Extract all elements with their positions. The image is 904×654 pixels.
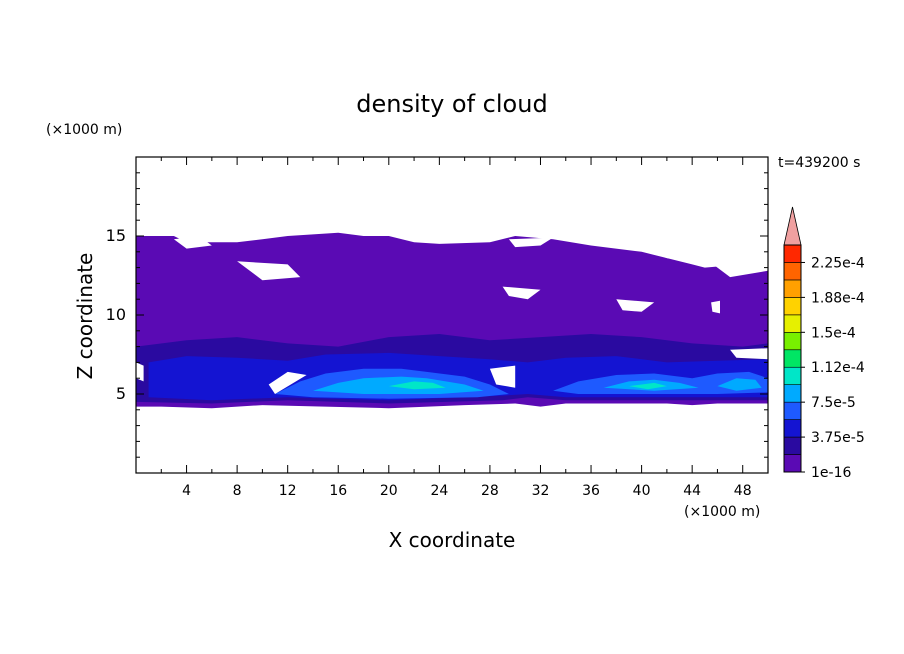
clear-air-gap-0 xyxy=(173,236,212,249)
x-tick-label: 24 xyxy=(430,483,448,499)
y-unit-label: (×1000 m) xyxy=(46,122,122,138)
contour-region-9 xyxy=(629,382,667,390)
clear-air-gap-9 xyxy=(268,371,307,394)
x-tick-label: 48 xyxy=(734,483,752,499)
colorbar-label: 1.12e-4 xyxy=(811,360,865,376)
colorbar-band-0 xyxy=(783,454,802,473)
x-tick-label: 8 xyxy=(233,483,242,499)
clear-air-gap-4 xyxy=(237,261,301,281)
colorbar-label: 1.88e-4 xyxy=(811,290,865,306)
colorbar-label: 2.25e-4 xyxy=(811,255,865,271)
x-tick-label: 40 xyxy=(633,483,651,499)
chart-title: density of cloud xyxy=(356,90,547,118)
colorbar-band-4 xyxy=(783,384,802,403)
colorbar-band-8 xyxy=(783,314,802,333)
contour-region-8 xyxy=(388,381,446,390)
colorbar-label: 3.75e-5 xyxy=(811,430,865,446)
colorbar-band-10 xyxy=(783,279,802,298)
colorbar-frame xyxy=(783,244,802,473)
plot-frame xyxy=(135,156,769,474)
x-unit-label: (×1000 m) xyxy=(684,504,760,520)
x-tick-label: 4 xyxy=(182,483,191,499)
y-tick-label: 10 xyxy=(106,305,126,324)
x-tick-label: 36 xyxy=(582,483,600,499)
colorbar-band-1 xyxy=(783,436,802,455)
clear-air-gap-1 xyxy=(508,237,554,248)
y-tick-label: 15 xyxy=(106,226,126,245)
y-axis-ticks: 5 10 15 xyxy=(106,172,768,458)
x-tick-label: 16 xyxy=(329,483,347,499)
x-axis-ticks: 4 8 12 16 20 24 28 32 36 40 44 48 xyxy=(160,157,752,499)
colorbar: 1e-16 3.75e-5 7.5e-5 1.12e-4 1.5e-4 1.88e-4 2.… xyxy=(783,206,865,481)
colorbar-band-6 xyxy=(783,349,802,368)
x-tick-label: 32 xyxy=(532,483,550,499)
clear-air-gap-7 xyxy=(711,300,720,314)
contour-region-7 xyxy=(717,378,762,391)
y-tick-label: 5 xyxy=(116,384,126,403)
x-tick-label: 20 xyxy=(380,483,398,499)
time-label: t=439200 s xyxy=(778,155,860,171)
plot-area xyxy=(136,232,769,409)
x-tick-label: 44 xyxy=(683,483,701,499)
colorbar-extend-triangle xyxy=(783,206,802,246)
colorbar-label: 7.5e-5 xyxy=(811,395,856,411)
colorbar-band-11 xyxy=(783,262,802,281)
clear-air-gap-11 xyxy=(136,362,144,382)
clear-air-gap-6 xyxy=(616,299,655,312)
y-axis-label: Z coordinate xyxy=(73,253,97,380)
colorbar-band-2 xyxy=(783,419,802,438)
colorbar-band-9 xyxy=(783,297,802,316)
clear-air-gap-3 xyxy=(704,248,768,278)
colorbar-band-3 xyxy=(783,401,802,420)
colorbar-band-7 xyxy=(783,332,802,351)
clear-air-gap-5 xyxy=(502,286,541,300)
clear-air-gap-2 xyxy=(641,247,705,262)
clear-air-gap-8 xyxy=(730,348,768,360)
colorbar-band-12 xyxy=(783,244,802,263)
colorbar-label: 1.5e-4 xyxy=(811,325,856,341)
colorbar-label: 1e-16 xyxy=(811,465,851,481)
colorbar-band-5 xyxy=(783,366,802,385)
x-tick-label: 28 xyxy=(481,483,499,499)
x-axis-label: X coordinate xyxy=(389,528,516,552)
x-tick-label: 12 xyxy=(279,483,297,499)
clear-air-gap-10 xyxy=(489,365,516,388)
